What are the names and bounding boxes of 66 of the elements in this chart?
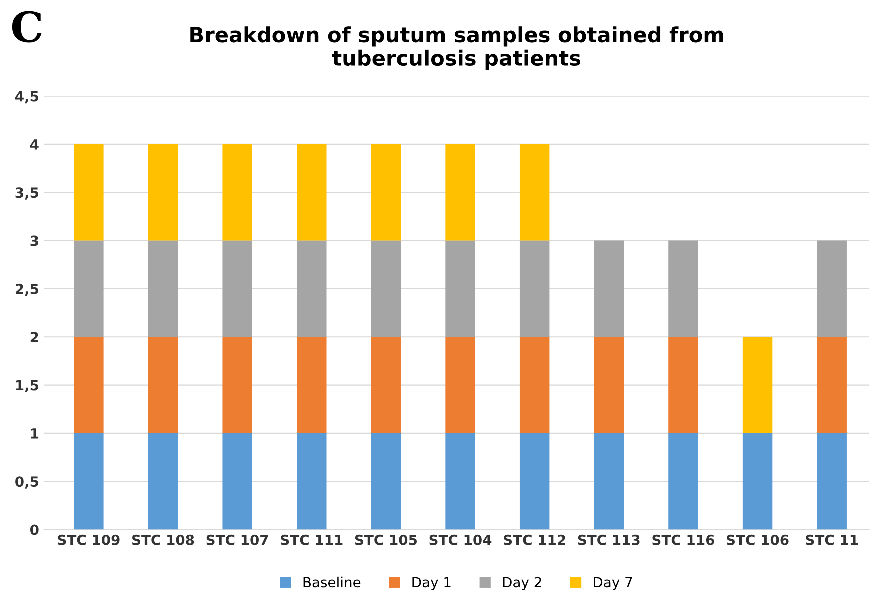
x-tick-label: STC 109 (58, 534, 120, 546)
bar (668, 433, 698, 530)
bar (668, 240, 698, 338)
bar (520, 240, 550, 338)
bar (297, 144, 327, 241)
chart-title: Breakdown of sputum samples obtained from tuberculosis patients (190, 26, 724, 70)
legend-label: Baseline (304, 576, 361, 588)
y-tick-label: 4 (30, 140, 39, 150)
x-tick-label: STC 105 (355, 534, 417, 546)
x-tick-label: STC 111 (281, 534, 343, 546)
bar (446, 433, 476, 530)
legend-label: Day 2 (503, 577, 542, 590)
bar (817, 433, 847, 530)
x-tick-label: STC 11 (806, 534, 858, 546)
bar (594, 433, 624, 530)
y-tick-label: 1,5 (16, 380, 39, 393)
bar (371, 337, 402, 434)
bar (148, 240, 178, 338)
bar (520, 144, 550, 241)
bar (222, 433, 252, 530)
legend-label: Day 7 (594, 577, 632, 590)
legend-label: Day 1 (412, 577, 451, 590)
bar (742, 337, 773, 434)
bar (520, 337, 550, 434)
bar (222, 144, 252, 241)
bar (446, 240, 476, 338)
bar (817, 240, 847, 338)
x-tick-label: STC 113 (578, 534, 640, 546)
bar (297, 433, 327, 530)
y-tick-label: 3 (30, 236, 38, 246)
bar (668, 337, 698, 434)
bar (446, 337, 476, 434)
bar (371, 144, 402, 241)
y-tick-label: 2 (30, 332, 38, 342)
bar (520, 433, 550, 530)
y-tick-label: 4,5 (16, 91, 39, 104)
x-tick-label: STC 104 (430, 534, 492, 546)
bar (74, 144, 104, 241)
bar (817, 337, 847, 434)
y-tick-label: 0 (30, 524, 39, 536)
y-tick-label: 2,5 (16, 284, 39, 296)
bar (148, 337, 178, 434)
y-tick-label: 1 (31, 428, 39, 439)
bar (371, 433, 402, 530)
x-tick-label: STC 107 (206, 534, 268, 546)
bar (594, 337, 624, 434)
bar (222, 337, 252, 434)
y-tick-label: 3,5 (16, 188, 39, 200)
text: C (12, 11, 42, 43)
x-tick-label: STC 108 (132, 534, 194, 546)
bar (297, 240, 327, 338)
bar (222, 240, 252, 338)
bar (297, 337, 327, 434)
bar (74, 433, 104, 530)
bar (594, 240, 624, 338)
bar (742, 433, 773, 530)
x-tick-label: STC 116 (652, 534, 714, 546)
bar (148, 433, 178, 530)
x-tick-label: STC 106 (727, 534, 789, 546)
bar (74, 337, 104, 434)
x-tick-label: STC 112 (504, 534, 566, 546)
bar (74, 240, 104, 338)
bar (446, 144, 476, 241)
bar (371, 240, 402, 338)
bar (148, 144, 178, 241)
y-tick-label: 0,5 (16, 476, 39, 489)
